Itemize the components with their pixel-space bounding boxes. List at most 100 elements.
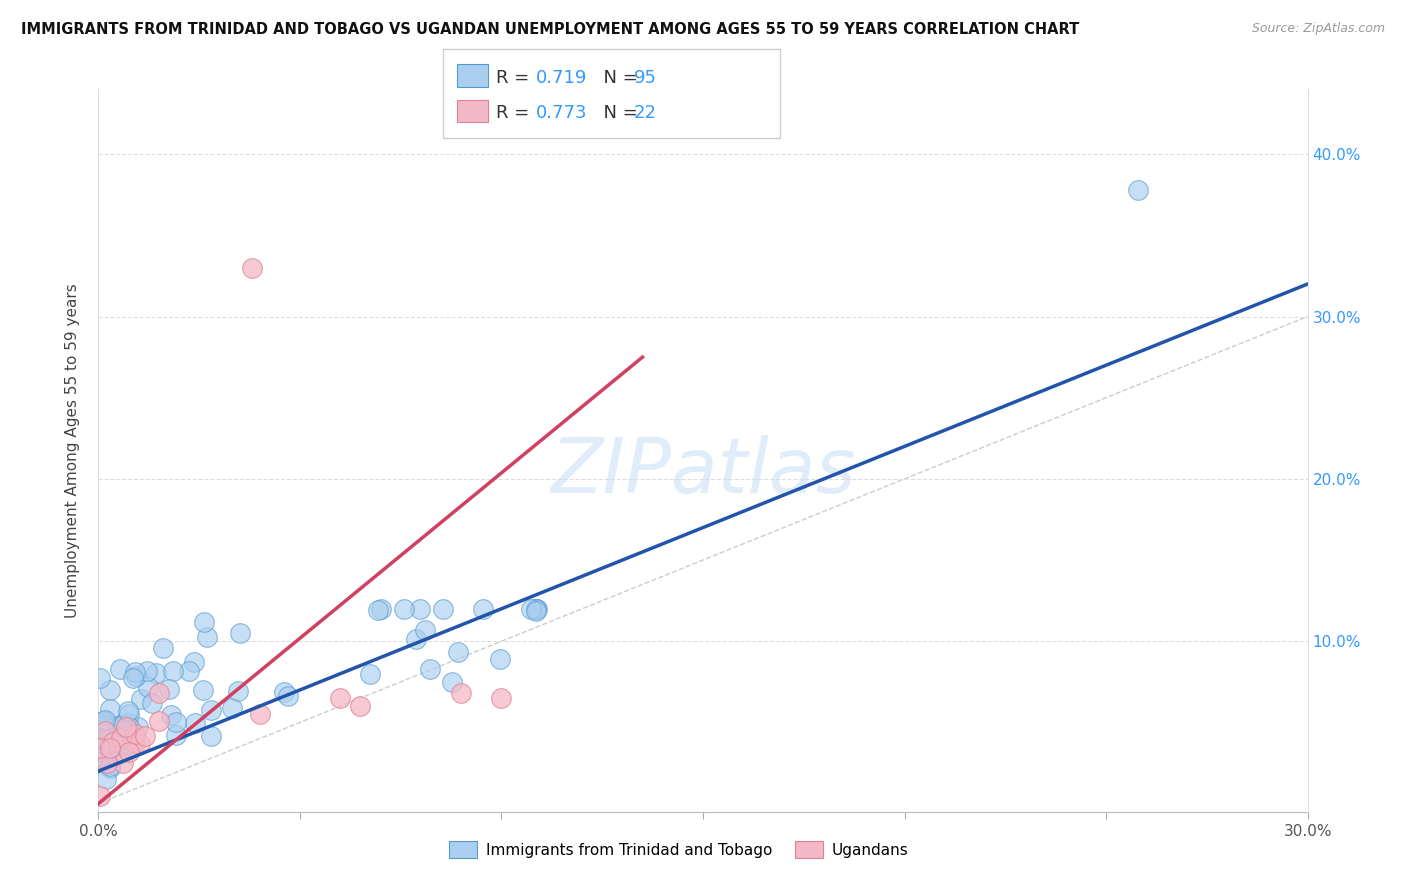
Point [117, 720, 139, 734]
Text: N =: N = [592, 104, 644, 122]
Point [94, 713, 117, 727]
Point [491, 691, 513, 706]
Point [105, 747, 128, 762]
Point [471, 601, 494, 615]
Point [405, 632, 427, 647]
Point [127, 720, 149, 734]
Point [124, 665, 146, 679]
Point [349, 699, 371, 714]
Point [184, 715, 207, 730]
Point [94, 723, 117, 738]
Point [432, 601, 454, 615]
Legend: Immigrants from Trinidad and Tobago, Ugandans: Immigrants from Trinidad and Tobago, Uga… [441, 833, 917, 865]
Point [101, 719, 124, 733]
Point [157, 681, 180, 696]
Point [89, 728, 111, 742]
Point [195, 630, 218, 644]
Point [148, 714, 170, 728]
Point [450, 686, 472, 700]
Point [419, 663, 441, 677]
Point [94, 772, 117, 787]
Point [177, 664, 200, 678]
Point [91, 714, 114, 729]
Point [329, 691, 352, 706]
Point [103, 734, 125, 748]
Point [165, 728, 187, 742]
Point [135, 665, 157, 679]
Point [98, 761, 121, 775]
Text: 95: 95 [634, 69, 657, 87]
Point [447, 645, 470, 659]
Text: R =: R = [496, 69, 536, 87]
Point [118, 706, 141, 721]
Point [488, 652, 510, 666]
Point [107, 719, 129, 733]
Point [96, 756, 118, 771]
Point [394, 601, 416, 615]
Point [89, 755, 111, 769]
Point [110, 731, 132, 745]
Point [94, 723, 117, 738]
Point [152, 640, 174, 655]
Point [160, 708, 183, 723]
Point [90, 731, 112, 745]
Point [117, 704, 139, 718]
Point [1128, 183, 1150, 197]
Point [117, 723, 139, 737]
Text: R =: R = [496, 104, 536, 122]
Point [249, 707, 271, 722]
Point [520, 601, 543, 615]
Point [277, 690, 299, 704]
Point [148, 686, 170, 700]
Point [129, 692, 152, 706]
Point [229, 626, 252, 640]
Point [98, 741, 121, 756]
Point [112, 756, 135, 770]
Point [112, 739, 135, 754]
Point [97, 726, 120, 740]
Point [526, 601, 548, 615]
Point [221, 701, 243, 715]
Point [441, 675, 464, 690]
Point [183, 655, 205, 669]
Point [105, 722, 128, 736]
Point [409, 601, 432, 615]
Point [89, 739, 111, 754]
Point [200, 729, 222, 743]
Point [193, 615, 215, 629]
Point [524, 601, 547, 615]
Point [413, 624, 436, 638]
Point [124, 727, 146, 741]
Text: IMMIGRANTS FROM TRINIDAD AND TOBAGO VS UGANDAN UNEMPLOYMENT AMONG AGES 55 TO 59 : IMMIGRANTS FROM TRINIDAD AND TOBAGO VS U… [21, 22, 1080, 37]
Point [370, 601, 392, 615]
Point [111, 737, 134, 751]
Point [117, 716, 139, 731]
Text: 22: 22 [634, 104, 657, 122]
Point [117, 732, 139, 747]
Point [98, 682, 121, 697]
Point [134, 729, 156, 743]
Point [93, 715, 115, 730]
Point [94, 723, 117, 738]
Point [359, 667, 381, 681]
Point [122, 736, 145, 750]
Point [524, 601, 547, 615]
Point [115, 720, 138, 734]
Point [118, 745, 141, 759]
Point [100, 759, 122, 773]
Text: 0.719: 0.719 [536, 69, 588, 87]
Point [166, 715, 188, 730]
Point [524, 604, 547, 618]
Point [89, 740, 111, 755]
Point [136, 681, 159, 695]
Point [145, 666, 167, 681]
Text: ZIPatlas: ZIPatlas [550, 435, 856, 509]
Point [124, 736, 146, 750]
Point [98, 701, 121, 715]
Point [91, 717, 114, 731]
Point [141, 696, 163, 710]
Point [89, 671, 111, 685]
Text: N =: N = [592, 69, 644, 87]
Point [90, 750, 112, 764]
Point [129, 737, 152, 751]
